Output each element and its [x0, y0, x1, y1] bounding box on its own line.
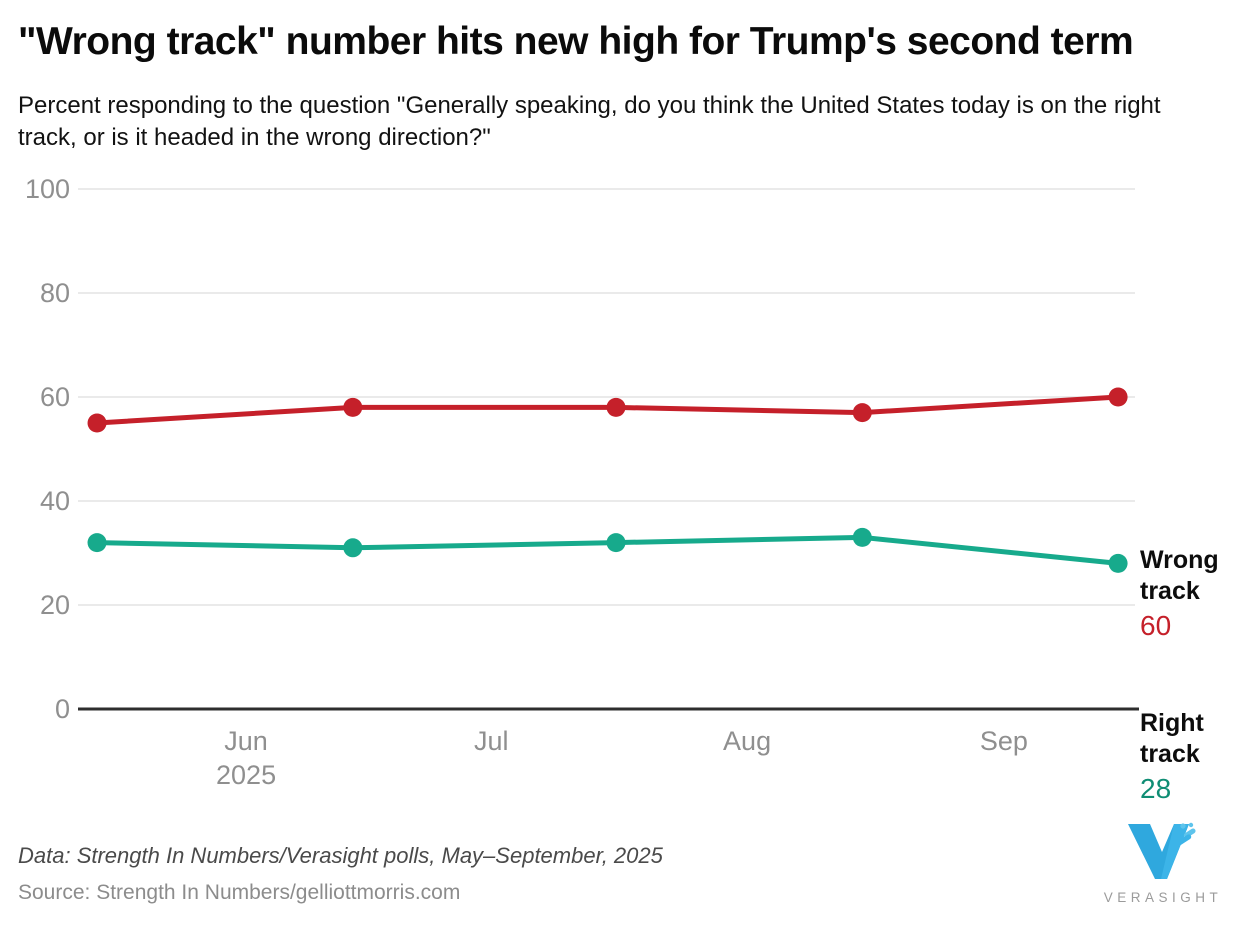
svg-text:60: 60: [40, 382, 70, 412]
svg-text:2025: 2025: [216, 760, 276, 790]
svg-text:Jun: Jun: [224, 726, 268, 756]
line-chart: 0 20 40 60 80 100 Jun 2025 Jul Aug Sep Wrong track…: [0, 160, 1240, 820]
chart-subtitle: Percent responding to the question "Gene…: [18, 92, 1161, 151]
series-value-wrong-track: 60: [1140, 610, 1172, 641]
series-name-wrong-track: Wrong track: [1140, 546, 1219, 605]
svg-text:40: 40: [40, 486, 70, 516]
svg-text:100: 100: [25, 174, 70, 204]
svg-text:0: 0: [55, 694, 70, 724]
series-value-right-track: 28: [1140, 773, 1172, 804]
data-attribution: Data: Strength In Numbers/Verasight poll…: [18, 843, 663, 868]
verasight-logo: VERASIGHT: [1100, 822, 1226, 905]
svg-text:Aug: Aug: [723, 726, 771, 756]
svg-text:80: 80: [40, 278, 70, 308]
chart-title: "Wrong track" number hits new high for T…: [18, 20, 1134, 63]
series-label-right-track: Right track 28: [1140, 708, 1240, 804]
source-attribution: Source: Strength In Numbers/gelliottmorr…: [18, 881, 461, 904]
svg-text:Sep: Sep: [980, 726, 1028, 756]
svg-text:Jul: Jul: [474, 726, 509, 756]
verasight-v-icon: [1128, 822, 1196, 879]
series-label-wrong-track: Wrong track 60: [1140, 545, 1240, 641]
svg-text:20: 20: [40, 590, 70, 620]
series-name-right-track: Right track: [1140, 709, 1204, 768]
chart-canvas: 0 20 40 60 80 100 Jun 2025 Jul Aug Sep: [25, 174, 1139, 790]
verasight-wordmark: VERASIGHT: [1103, 890, 1223, 905]
